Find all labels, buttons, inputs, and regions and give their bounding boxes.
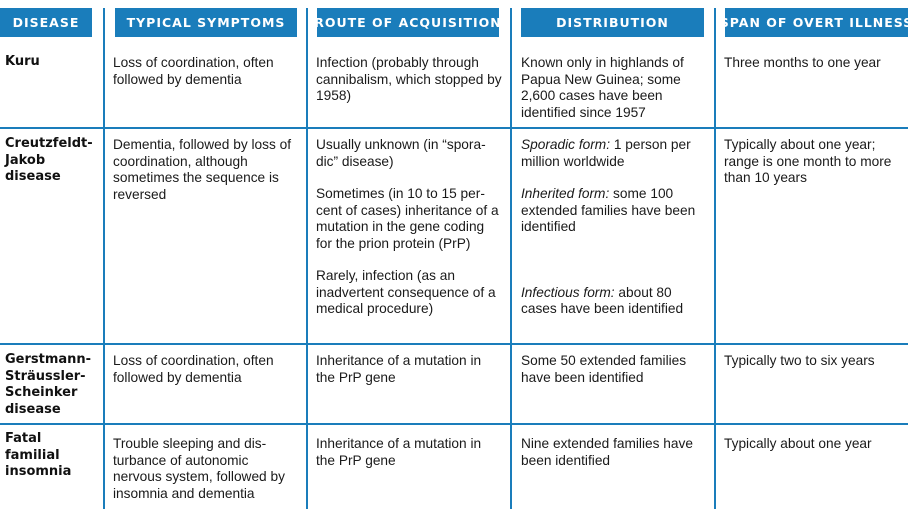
distribution-text: Known only in highlands of Papua New Gui… [521, 55, 684, 120]
column-divider [103, 8, 105, 509]
span-cell: Three months to one year [724, 55, 881, 70]
span-cell: Typically about one year [724, 436, 872, 451]
symptoms-cell: Dementia, followed by loss of coordinati… [113, 137, 292, 202]
distribution-text: 1 person per million worldwide [521, 137, 691, 169]
disease-name: Kuru [5, 54, 40, 69]
header-span-of-overt-illness: SPAN OF OVERT ILLNESS [725, 8, 908, 37]
row-divider [0, 127, 908, 129]
distribution-cell: Some 50 extended families have been iden… [521, 353, 709, 386]
header-disease: DISEASE [0, 8, 92, 37]
disease-name: Fatal familial insomnia [5, 431, 72, 479]
row-divider [0, 343, 908, 345]
route-cell: Infection (probably through cannibalism,… [316, 55, 504, 105]
distribution-item: Nine extended families have been identif… [521, 436, 709, 469]
distribution-label: Sporadic form: [521, 137, 611, 152]
column-divider [714, 8, 716, 509]
route-item: Inheritance of a mutation in the PrP gen… [316, 353, 482, 385]
column-divider [510, 8, 512, 509]
symptoms-cell: Loss of coordination, often followed by … [113, 353, 274, 385]
distribution-item: Infectious form: about 80 cases have bee… [521, 285, 709, 318]
header-typical-symptoms: TYPICAL SYMPTOMS [115, 8, 297, 37]
row-divider [0, 423, 908, 425]
span-cell: Typically about one year; range is one m… [724, 137, 892, 185]
distribution-cell: Sporadic form: 1 person per million worl… [521, 137, 709, 318]
symptoms-cell: Loss of coordination, often followed by … [113, 55, 274, 87]
distribution-item: Sporadic form: 1 person per million worl… [521, 137, 709, 170]
distribution-item: Some 50 extended families have been iden… [521, 353, 709, 386]
disease-name: Creutzfeldt-Jakob disease [5, 136, 93, 184]
distribution-text: Nine extended families have been identif… [521, 436, 693, 468]
header-route-of-acquisition: ROUTE OF ACQUISITION [317, 8, 499, 37]
distribution-text: Some 50 extended families have been iden… [521, 353, 687, 385]
distribution-text: about 80 cases have been identified [521, 284, 684, 317]
symptoms-cell: Trouble sleeping and dis-turbance of aut… [113, 436, 285, 501]
span-cell: Typically two to six years [724, 353, 875, 368]
disease-name: Gerstmann-Sträussler-Scheinker disease [5, 352, 92, 417]
column-divider [306, 8, 308, 509]
route-item: Infection (probably through cannibalism,… [316, 55, 502, 103]
distribution-cell: Nine extended families have been identif… [521, 436, 709, 469]
distribution-cell: Known only in highlands of Papua New Gui… [521, 55, 709, 121]
route-cell: Inheritance of a mutation in the PrP gen… [316, 436, 486, 469]
route-cell: Usually unknown (in “spora-dic” disease)… [316, 137, 502, 318]
distribution-item: Known only in highlands of Papua New Gui… [521, 55, 709, 121]
distribution-text: some 100 extended families have been ide… [521, 186, 696, 234]
route-item: Inheritance of a mutation in the PrP gen… [316, 436, 482, 468]
distribution-label: Inherited form: [521, 186, 610, 201]
distribution-label: Infectious form: [521, 284, 615, 300]
header-distribution: DISTRIBUTION [521, 8, 704, 37]
route-item: Rarely, infection (as an inadvertent con… [316, 268, 496, 316]
distribution-item: Inherited form: some 100 extended famili… [521, 186, 709, 236]
route-item: Usually unknown (in “spora-dic” disease) [316, 137, 486, 169]
route-cell: Inheritance of a mutation in the PrP gen… [316, 353, 486, 386]
route-item: Sometimes (in 10 to 15 per-cent of cases… [316, 186, 499, 251]
